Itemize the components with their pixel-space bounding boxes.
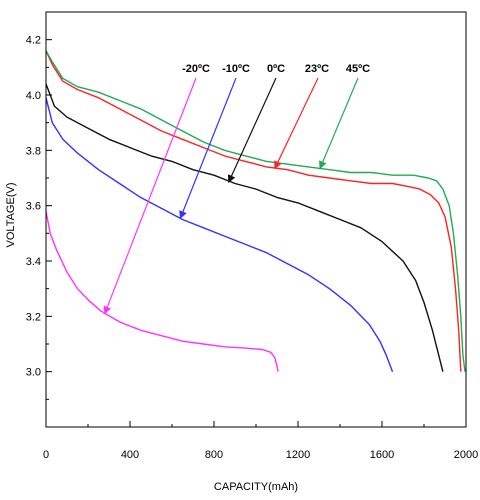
annotation-arrow [227,77,277,184]
y-tick-label: 3.6 [26,201,41,213]
x-tick-label: 400 [121,449,139,461]
annotation-arrow [103,77,197,315]
y-tick-label: 3.0 [26,367,41,379]
x-tick-label: 1600 [370,449,394,461]
annotation-arrow [274,77,319,170]
y-tick-label: 3.4 [26,256,41,268]
y-tick-label: 3.8 [26,145,41,157]
x-tick-label: 2000 [454,449,478,461]
y-tick-label: 4.0 [26,90,41,102]
x-tick-label: 1200 [286,449,310,461]
y-tick-label: 4.2 [26,35,41,47]
x-tick-label: 800 [205,449,223,461]
series-line-1 [45,97,394,372]
y-tick-label: 3.2 [26,311,41,323]
series-line-3 [45,50,462,372]
x-tick-label: 0 [43,449,49,461]
series-line-2 [45,83,444,372]
annotation-label: 23ºC [305,63,329,75]
annotation-arrow [319,77,359,170]
annotation-label: -10ºC [222,63,250,75]
axes-layer: 0 400 800 1200 1600 2000 3.0 3.2 3.4 3.6 3.8 4.0 4.2 [26,11,478,461]
series-line-0 [45,211,279,372]
plot-frame [45,11,467,428]
series-line-4 [45,50,466,372]
y-axis-title: VOLTAGE(V) [5,183,17,248]
annotation-label: -20ºC [182,63,210,75]
series-layer [45,50,466,372]
annotation-label: 0ºC [267,63,285,75]
x-axis-title: CAPACITY(mAh) [214,481,298,493]
annotation-arrow [179,77,237,220]
annotation-label: 45ºC [346,63,370,75]
annotation-layer: -20ºC -10ºC 0ºC 23ºC 45ºC [103,63,370,315]
